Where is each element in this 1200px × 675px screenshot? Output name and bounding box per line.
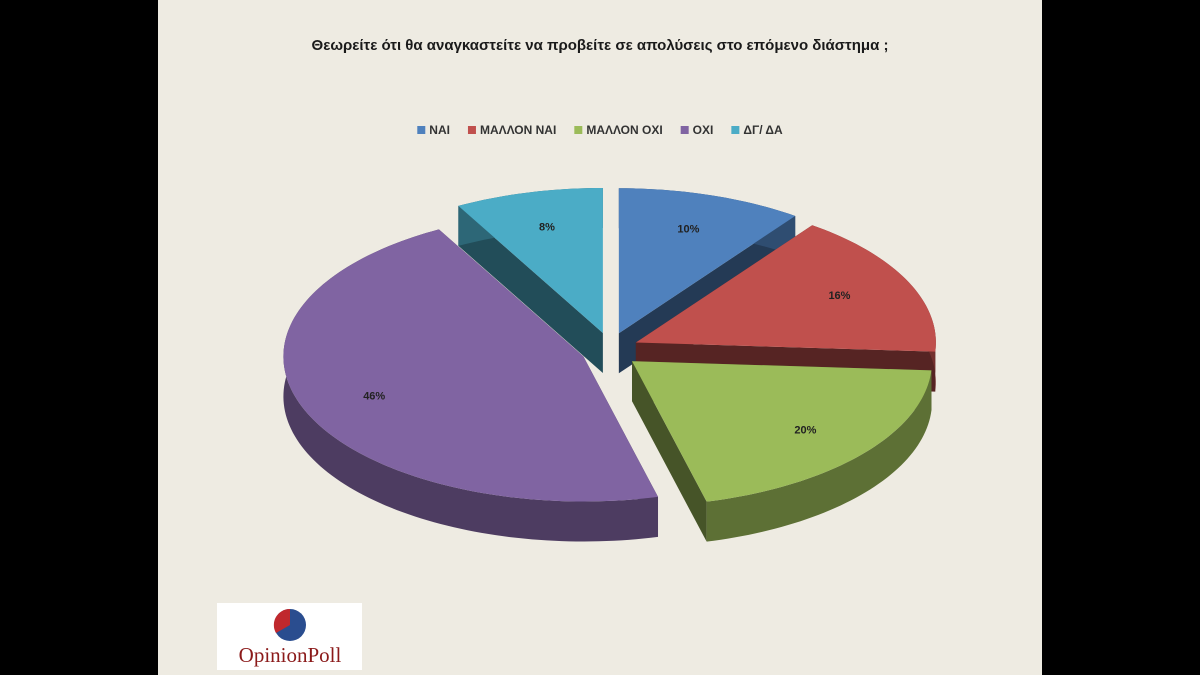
slice — [632, 361, 932, 502]
legend: ΝΑΙ ΜΑΛΛΟΝ ΝΑΙ ΜΑΛΛΟΝ ΟΧΙ ΟΧΙ ΔΓ/ ΔΑ — [417, 123, 783, 137]
data-label: 10% — [677, 224, 699, 236]
slice-wall — [458, 205, 603, 373]
data-label: 8% — [539, 222, 555, 234]
legend-label: ΟΧΙ — [693, 123, 714, 137]
slice — [635, 225, 936, 352]
slice-tops: 10% 16% 20% 46% 8% — [283, 187, 936, 502]
legend-swatch — [417, 126, 426, 134]
slice-wall — [632, 361, 707, 542]
slice-rim — [706, 370, 932, 542]
slice — [458, 187, 603, 333]
legend-swatch — [574, 126, 583, 134]
logo-text: OpinionPoll — [239, 643, 342, 667]
logo-arc — [273, 608, 290, 633]
legend-swatch — [467, 126, 476, 134]
slice-rim — [283, 229, 659, 542]
legend-label: ΜΑΛΛΟΝ ΝΑΙ — [480, 123, 556, 137]
data-label: 46% — [363, 390, 385, 402]
legend-label: ΝΑΙ — [429, 123, 450, 137]
slice — [618, 188, 796, 334]
legend-label: ΜΑΛΛΟΝ ΟΧΙ — [586, 123, 662, 137]
legend-label: ΔΓ/ ΔΑ — [743, 123, 783, 137]
legend-swatch — [731, 126, 740, 134]
chart-title: Θεωρείτε ότι θα αναγκαστείτε να προβείτε… — [312, 37, 889, 54]
legend-swatch — [680, 126, 689, 134]
slice — [283, 229, 659, 502]
pie: 10% 16% 20% 46% 8% — [283, 187, 936, 542]
data-label: 20% — [794, 424, 816, 436]
data-label: 16% — [828, 290, 850, 302]
